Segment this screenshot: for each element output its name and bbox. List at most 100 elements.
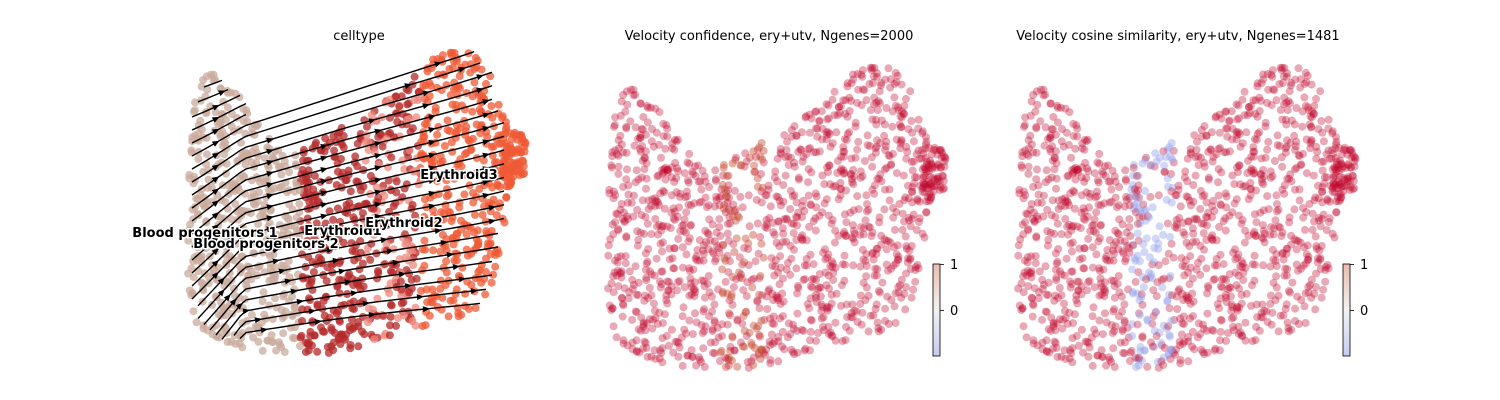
velocity-point bbox=[869, 72, 878, 81]
velocity-point bbox=[1022, 209, 1031, 218]
velocity-point bbox=[1301, 225, 1309, 234]
cell-point bbox=[497, 139, 506, 148]
cell-point bbox=[223, 204, 232, 213]
velocity-point bbox=[1017, 161, 1026, 170]
velocity-point bbox=[654, 230, 662, 239]
velocity-point bbox=[794, 175, 803, 184]
velocity-point bbox=[1193, 137, 1201, 146]
cell-point bbox=[487, 102, 496, 110]
velocity-point bbox=[1319, 285, 1328, 294]
velocity-point bbox=[783, 137, 791, 146]
velocity-point bbox=[1291, 304, 1300, 313]
velocity-point bbox=[1283, 265, 1292, 274]
velocity-point bbox=[857, 70, 866, 79]
velocity-point bbox=[1199, 229, 1208, 238]
velocity-point bbox=[1087, 333, 1096, 342]
velocity-point bbox=[1021, 191, 1030, 199]
panel-velocity-confidence: Velocity confidence, ery+utv, Ngenes=200… bbox=[604, 29, 958, 372]
velocity-point bbox=[1133, 229, 1142, 238]
velocity-point bbox=[816, 283, 825, 292]
velocity-point bbox=[640, 154, 649, 162]
velocity-point bbox=[793, 309, 802, 318]
velocity-point bbox=[893, 255, 902, 264]
velocity-point bbox=[1115, 312, 1123, 321]
velocity-point bbox=[699, 344, 708, 353]
velocity-point bbox=[800, 275, 809, 284]
velocity-point bbox=[1255, 128, 1264, 137]
velocity-point bbox=[875, 213, 884, 222]
velocity-point bbox=[723, 229, 732, 238]
cell-point bbox=[277, 170, 286, 179]
velocity-point bbox=[658, 247, 666, 256]
velocity-point bbox=[1023, 253, 1032, 262]
velocity-point bbox=[1038, 275, 1047, 284]
velocity-point bbox=[1240, 87, 1249, 96]
cell-point bbox=[297, 331, 306, 340]
velocity-point bbox=[1217, 201, 1226, 210]
velocity-point bbox=[1101, 309, 1109, 318]
cell-point bbox=[386, 312, 395, 321]
velocity-point bbox=[755, 332, 764, 341]
velocity-point bbox=[787, 126, 796, 134]
velocity-point bbox=[625, 267, 634, 276]
velocity-point bbox=[1111, 226, 1120, 235]
velocity-point bbox=[1146, 192, 1155, 201]
cell-point bbox=[334, 334, 343, 342]
velocity-point bbox=[762, 216, 771, 224]
velocity-point bbox=[1278, 228, 1287, 237]
velocity-point bbox=[614, 282, 623, 291]
velocity-point bbox=[893, 241, 902, 250]
velocity-point bbox=[1183, 154, 1192, 163]
cell-point bbox=[374, 267, 382, 275]
velocity-point bbox=[1284, 97, 1293, 106]
velocity-point bbox=[682, 208, 691, 217]
velocity-point bbox=[821, 245, 829, 254]
velocity-point bbox=[1285, 213, 1294, 222]
cell-point bbox=[346, 187, 355, 196]
velocity-point bbox=[1138, 159, 1147, 168]
velocity-point bbox=[727, 293, 736, 302]
velocity-point bbox=[1084, 352, 1093, 361]
velocity-point bbox=[659, 119, 668, 128]
velocity-point bbox=[1138, 300, 1147, 309]
cell-point bbox=[428, 285, 437, 294]
velocity-point bbox=[927, 160, 936, 169]
velocity-point bbox=[786, 186, 795, 195]
velocity-point bbox=[849, 261, 858, 270]
velocity-point bbox=[1223, 124, 1232, 133]
velocity-point bbox=[856, 291, 865, 300]
velocity-point bbox=[681, 228, 690, 237]
velocity-point bbox=[1081, 158, 1090, 167]
velocity-point bbox=[804, 191, 813, 200]
velocity-point bbox=[1228, 171, 1237, 180]
velocity-point bbox=[1264, 205, 1273, 214]
cell-point bbox=[230, 284, 238, 293]
cell-point bbox=[358, 327, 366, 336]
velocity-point bbox=[1020, 268, 1029, 277]
velocity-point bbox=[1220, 274, 1228, 283]
velocity-point bbox=[1125, 223, 1134, 232]
cell-point bbox=[399, 311, 408, 320]
velocity-point bbox=[1142, 275, 1151, 284]
velocity-point bbox=[1229, 313, 1238, 322]
velocity-point bbox=[1272, 272, 1281, 281]
cell-point bbox=[317, 255, 325, 264]
velocity-point bbox=[1044, 325, 1053, 334]
velocity-point bbox=[1186, 201, 1195, 210]
panel-title-velocity-cosine-similarity: Velocity cosine similarity, ery+utv, Nge… bbox=[1016, 29, 1339, 44]
velocity-point bbox=[806, 327, 815, 336]
velocity-point bbox=[782, 146, 791, 154]
velocity-point bbox=[830, 238, 839, 247]
velocity-point bbox=[776, 299, 785, 308]
cell-point bbox=[392, 92, 401, 101]
velocity-point bbox=[1270, 157, 1279, 165]
velocity-point bbox=[694, 177, 703, 186]
velocity-point bbox=[927, 150, 936, 159]
velocity-point bbox=[1324, 146, 1333, 155]
cell-point bbox=[354, 318, 363, 326]
velocity-point bbox=[1255, 93, 1264, 102]
velocity-point bbox=[1253, 79, 1262, 88]
cell-point bbox=[267, 331, 276, 340]
velocity-point bbox=[766, 202, 775, 211]
velocity-point bbox=[1114, 272, 1123, 280]
